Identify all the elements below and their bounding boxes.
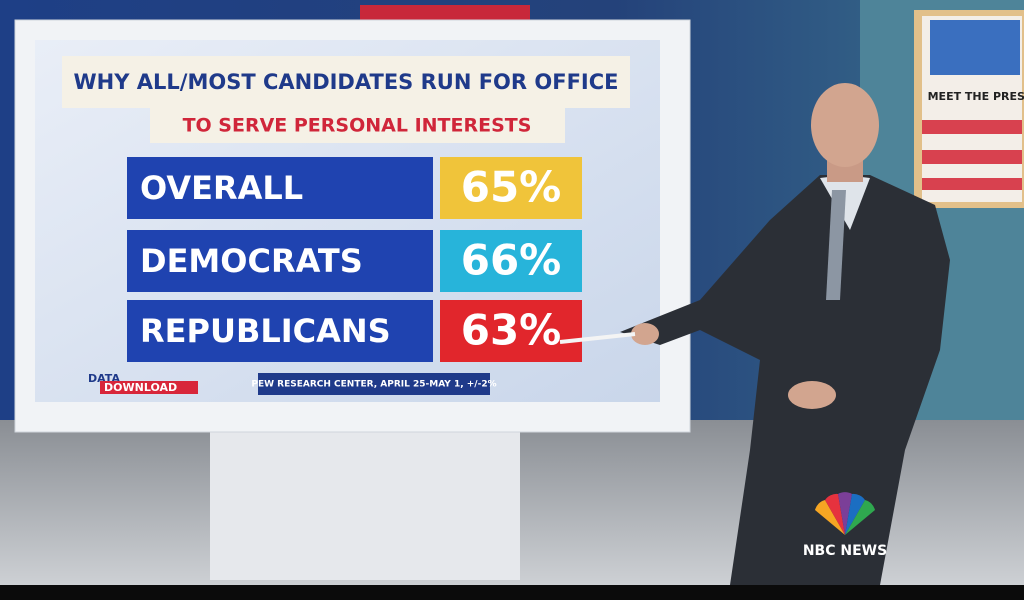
- row-label-box: [127, 230, 433, 292]
- row-label-box: [127, 157, 433, 219]
- sign-stripe: [922, 150, 1022, 164]
- presenter-head: [811, 83, 879, 167]
- source: PEW RESEARCH CENTER, APRIL 25-MAY 1, +/-…: [251, 380, 496, 390]
- logo-feather: [825, 493, 845, 535]
- source-box: [258, 373, 490, 395]
- subtitle: TO SERVE PERSONAL INTERESTS: [183, 115, 532, 137]
- title-box: [62, 56, 630, 108]
- row-value-box: [440, 300, 582, 362]
- row-label: DEMOCRATS: [140, 242, 363, 280]
- network-name: NBC NEWS: [803, 543, 887, 559]
- sign-stripe: [922, 178, 1022, 190]
- presenter-suit: [620, 175, 950, 585]
- row-label: OVERALL: [140, 169, 303, 207]
- brand-box: [100, 381, 198, 394]
- sign-text: MEET THE PRESS: [928, 90, 1024, 103]
- sign-stars: [930, 20, 1020, 75]
- subtitle-box: [150, 108, 565, 143]
- stylus: [559, 332, 636, 344]
- presenter-hand: [631, 323, 659, 345]
- row-value: 63%: [461, 306, 562, 355]
- row-value-box: [440, 230, 582, 292]
- screen-bezel: [0, 585, 1024, 600]
- row-value-box: [440, 157, 582, 219]
- logo-feather: [815, 500, 845, 535]
- logo-feather: [845, 493, 865, 535]
- result-rows: OVERALL 65% DEMOCRATS 66% REPUBLICANS 63%: [127, 157, 582, 362]
- row-label-box: [127, 300, 433, 362]
- presenter-tie: [826, 190, 846, 300]
- logo-feather: [838, 492, 852, 535]
- presenter-hand: [788, 381, 836, 409]
- logo-feather: [845, 500, 875, 535]
- network-logo: NBC NEWS: [803, 492, 887, 559]
- row-value: 66%: [461, 236, 562, 285]
- brand-bottom: DOWNLOAD: [104, 381, 177, 394]
- title: WHY ALL/MOST CANDIDATES RUN FOR OFFICE: [74, 70, 619, 94]
- board-stand: [210, 420, 520, 580]
- sign-stripe: [922, 120, 1022, 134]
- row-label: REPUBLICANS: [140, 312, 391, 350]
- row-value: 65%: [461, 163, 562, 212]
